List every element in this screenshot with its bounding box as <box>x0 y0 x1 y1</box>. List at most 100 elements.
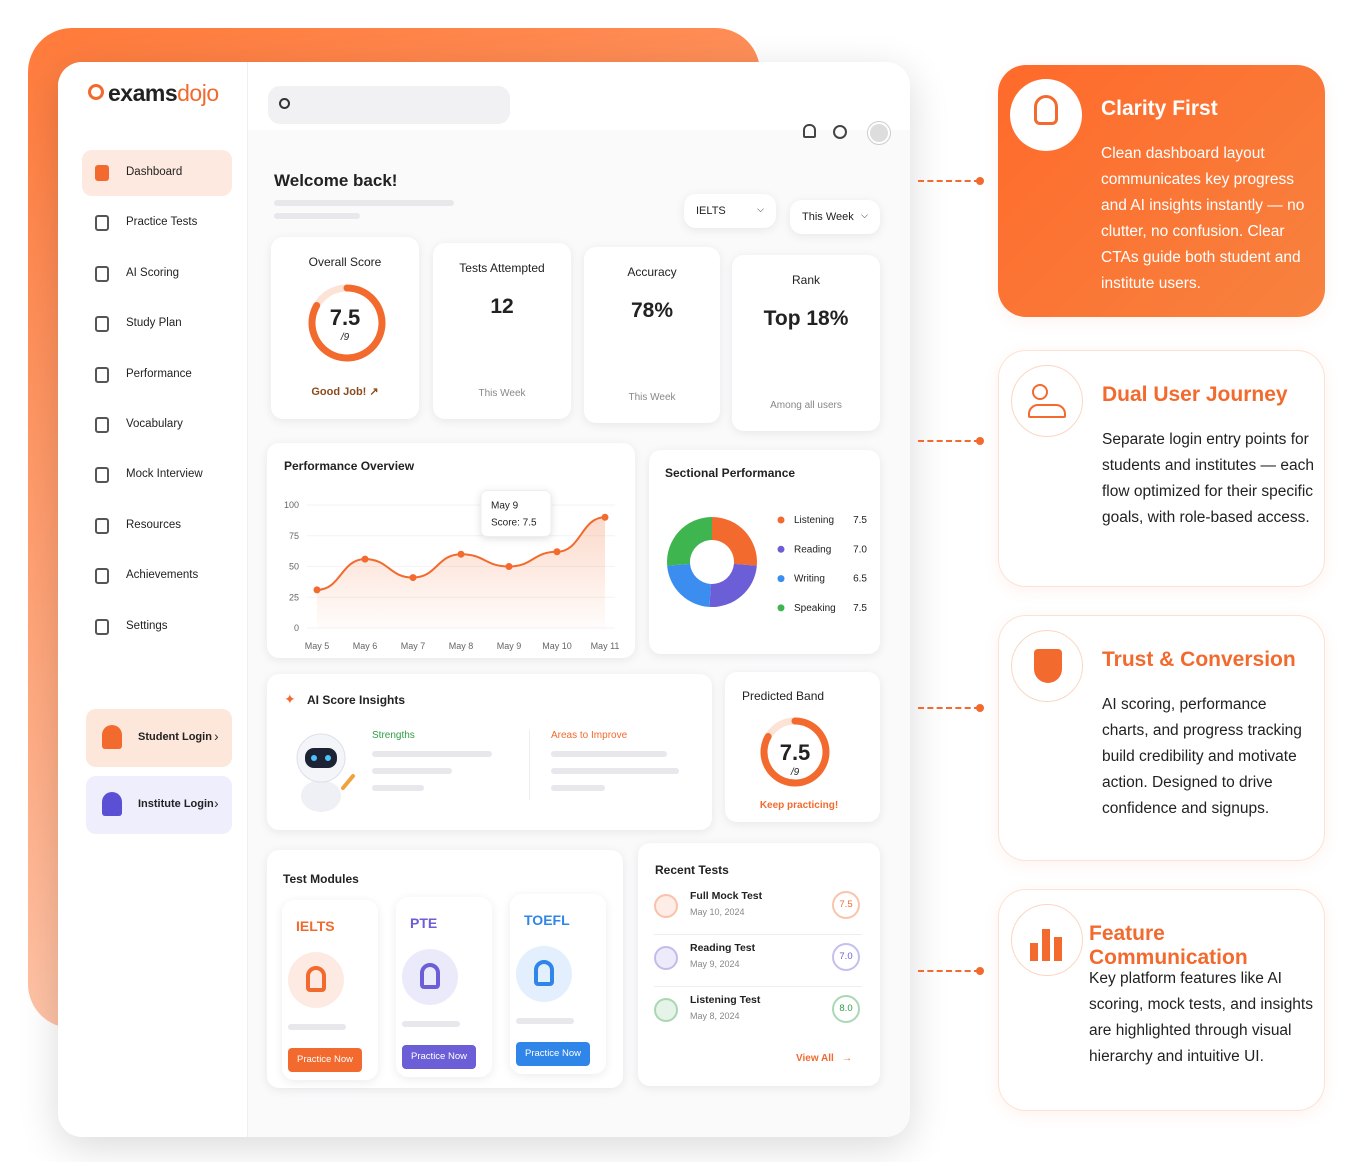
legend-label: Listening <box>794 515 834 526</box>
menu-item[interactable]: Performance <box>82 352 232 398</box>
stat-card: Tests Attempted 12 This Week <box>433 243 571 419</box>
chart-icon <box>1011 904 1083 976</box>
login-label: Institute Login <box>138 798 214 810</box>
test-name: Reading Test <box>690 942 756 954</box>
predicted-card: Predicted Band 7.5 /9 Keep practicing! <box>725 672 880 822</box>
card-title: Tests Attempted <box>459 261 545 275</box>
menu-item[interactable]: Settings <box>82 604 232 650</box>
stat-value: Top 18% <box>763 307 849 330</box>
search-box[interactable] <box>268 86 510 124</box>
test-date: May 9, 2024 <box>690 959 740 969</box>
login-button[interactable]: Student Login › <box>86 709 232 767</box>
tooltip-text: Score: 7.5 <box>491 518 537 529</box>
filter[interactable]: IELTS ⌵ <box>684 194 776 228</box>
menu-item[interactable]: Resources <box>82 503 232 549</box>
help-icon[interactable] <box>833 125 847 139</box>
bell-icon[interactable] <box>803 124 816 138</box>
test-icon <box>654 946 678 970</box>
practice-button[interactable]: Practice Now <box>516 1042 590 1066</box>
value-label: 7.5 <box>853 515 867 526</box>
feature-body: Key platform features like AI scoring, m… <box>1089 970 1313 1065</box>
shield-icon <box>1011 630 1083 702</box>
line-chart: 0 25 50 75 100 May 5 May 6 May 7 May 8 May 9 May 1… <box>284 490 620 651</box>
y-tick-label: 75 <box>289 531 299 541</box>
practice-button[interactable]: Practice Now <box>288 1048 362 1072</box>
menu-label: Achievements <box>126 569 199 582</box>
test-icon <box>654 998 678 1022</box>
x-tick-label: May 8 <box>449 641 474 651</box>
x-tick-label: May 11 <box>591 641 620 651</box>
placeholder <box>274 213 360 219</box>
search-icon <box>279 98 290 109</box>
score-max: /9 <box>790 767 800 778</box>
point <box>457 550 465 558</box>
feature-card: Trust & Conversion AI scoring, performan… <box>998 615 1325 861</box>
column-title: Strengths <box>372 730 415 741</box>
menu-icon <box>95 517 109 534</box>
feature-title: Dual User Journey <box>1102 383 1288 406</box>
filter[interactable]: This Week ⌵ <box>790 200 880 234</box>
donut-segment <box>667 517 712 566</box>
placeholder <box>516 1018 574 1024</box>
menu-item[interactable]: Mock Interview <box>82 452 232 498</box>
logo-mark <box>88 84 104 100</box>
value-label: 6.5 <box>853 574 867 585</box>
tooltip <box>480 490 552 537</box>
menu-item[interactable]: Dashboard <box>82 150 232 196</box>
legend-swatch <box>777 516 785 524</box>
menu-icon <box>95 417 109 433</box>
tooltip-text: May 9 <box>491 501 519 512</box>
robot <box>296 733 355 812</box>
login-button[interactable]: Institute Login › <box>86 776 232 834</box>
menu-item[interactable]: Vocabulary <box>82 402 232 448</box>
test-name: Full Mock Test <box>690 890 763 902</box>
view-all[interactable]: View All → <box>796 1053 853 1064</box>
overall-card: Overall Score 7.5 /9 Good Job! ↗ <box>271 237 419 419</box>
avatar[interactable] <box>868 122 890 144</box>
divider <box>654 986 862 987</box>
placeholder <box>551 751 667 757</box>
sectional-card: Sectional Performance Listening 7.5 Readin… <box>649 450 880 654</box>
menu-item[interactable]: Achievements <box>82 553 232 599</box>
legend-label: Writing <box>794 574 825 585</box>
donut-segment <box>709 563 757 607</box>
menu-item[interactable]: Practice Tests <box>82 200 232 246</box>
menu-item[interactable]: AI Scoring <box>82 251 232 297</box>
divider <box>529 730 530 800</box>
gauge <box>760 717 830 787</box>
card-title: Overall Score <box>308 255 382 269</box>
card-title: Accuracy <box>627 265 677 279</box>
x-tick-label: May 5 <box>305 641 330 651</box>
stat-card: Accuracy 78% This Week <box>584 247 720 423</box>
menu-icon <box>95 618 109 635</box>
menu-icon <box>95 366 109 383</box>
y-tick-label: 0 <box>294 623 299 633</box>
legend-swatch <box>777 604 785 612</box>
y-tick-label: 25 <box>289 592 299 602</box>
gauge <box>308 284 386 362</box>
test-date: May 10, 2024 <box>690 907 745 917</box>
menu-icon <box>95 467 109 484</box>
feature-card: Feature Communication Key platform featu… <box>998 889 1325 1111</box>
module-name: PTE <box>410 915 438 931</box>
connector <box>918 440 980 442</box>
stat-note: Among all users <box>770 400 842 411</box>
legend-swatch <box>777 575 785 583</box>
placeholder <box>372 751 492 757</box>
menu-item[interactable]: Study Plan <box>82 301 232 347</box>
connector <box>918 707 980 709</box>
menu-label: Resources <box>126 518 181 531</box>
x-tick-label: May 10 <box>542 641 572 651</box>
menu-icon <box>95 265 109 282</box>
menu-icon <box>95 316 109 333</box>
icon-glyph <box>306 966 326 992</box>
feature-title: Feature Communication <box>1089 922 1248 969</box>
point <box>553 548 561 556</box>
test-score: 7.5 <box>832 891 860 919</box>
card-title: Rank <box>791 273 820 287</box>
legend-label: Speaking <box>794 603 836 614</box>
login-label: Student Login <box>138 731 212 743</box>
module-card: TOEFL Practice Now <box>510 894 606 1074</box>
users-icon <box>1011 365 1083 437</box>
practice-button[interactable]: Practice Now <box>402 1045 476 1069</box>
